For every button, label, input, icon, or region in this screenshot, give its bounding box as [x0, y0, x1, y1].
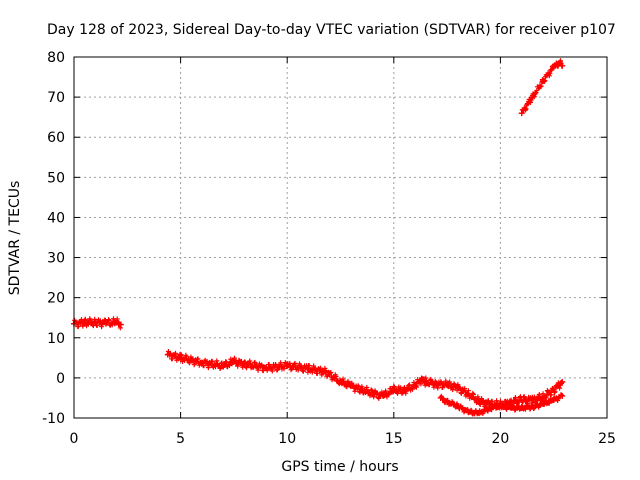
data-point — [348, 382, 355, 389]
data-point — [559, 62, 566, 69]
data-point — [476, 398, 483, 405]
y-tick-label: 50 — [47, 170, 65, 186]
data-point — [241, 360, 248, 367]
y-tick-label: 40 — [47, 210, 65, 226]
data-point — [164, 351, 171, 358]
data-point — [454, 384, 461, 391]
series-track-2 — [164, 349, 566, 411]
data-point — [322, 368, 329, 375]
y-tick-labels: -10 0 10 20 30 40 50 60 70 80 — [42, 50, 65, 427]
y-tick-label: 10 — [47, 331, 65, 347]
data-point — [444, 398, 451, 405]
data-point — [390, 386, 397, 393]
x-tick-labels: 0 5 10 15 20 25 — [70, 431, 616, 447]
data-point — [540, 400, 547, 407]
data-point — [540, 78, 547, 85]
data-point — [230, 358, 237, 365]
chart-title: Day 128 of 2023, Sidereal Day-to-day VTE… — [47, 22, 616, 38]
data-point — [486, 404, 493, 411]
data-point — [465, 408, 472, 415]
data-point — [412, 382, 419, 389]
y-tick-label: 30 — [47, 251, 65, 267]
data-point — [337, 378, 344, 385]
data-point — [437, 394, 444, 401]
series-track-4 — [518, 58, 566, 117]
grid — [74, 57, 607, 418]
data-point — [465, 390, 472, 397]
data-point — [262, 364, 269, 371]
data-point — [518, 396, 525, 403]
data-point — [529, 396, 536, 403]
y-tick-label: -10 — [42, 411, 65, 427]
data-point — [550, 64, 557, 71]
data-point — [198, 359, 205, 366]
data-point — [369, 390, 376, 397]
y-tick-label: 60 — [47, 130, 65, 146]
data-point — [444, 382, 451, 389]
y-tick-label: 80 — [47, 50, 65, 66]
data-point — [454, 402, 461, 409]
data-point — [540, 394, 547, 401]
data-point — [476, 410, 483, 417]
y-axis-label: SDTVAR / TECUs — [7, 181, 23, 296]
data-point — [305, 365, 312, 372]
plot-frame — [73, 56, 608, 419]
x-tick-label: 25 — [598, 431, 616, 447]
data-point — [177, 354, 184, 361]
y-tick-label: 0 — [56, 371, 65, 387]
x-axis-label: GPS time / hours — [281, 459, 398, 475]
data-point — [422, 378, 429, 385]
data-point — [550, 396, 557, 403]
data-point — [529, 403, 536, 410]
data-point — [529, 94, 536, 101]
data-point — [559, 392, 566, 399]
data-point — [81, 319, 88, 326]
data-point — [508, 398, 515, 405]
data-points — [71, 58, 566, 417]
x-tick-label: 0 — [70, 431, 79, 447]
data-point — [358, 386, 365, 393]
data-point — [518, 404, 525, 411]
y-tick-label: 20 — [47, 291, 65, 307]
data-point — [550, 386, 557, 393]
data-point — [433, 380, 440, 387]
data-point — [518, 110, 525, 117]
axis-ticks — [73, 56, 608, 419]
data-point — [284, 362, 291, 369]
data-point — [220, 362, 227, 369]
data-point — [508, 404, 515, 411]
series-markers — [519, 58, 565, 116]
series-markers — [71, 316, 124, 331]
data-point — [113, 319, 120, 326]
data-point — [92, 319, 99, 326]
data-point — [102, 319, 109, 326]
series-track-3 — [437, 392, 566, 417]
x-tick-label: 5 — [176, 431, 185, 447]
y-tick-label: 70 — [47, 90, 65, 106]
data-point — [401, 386, 408, 393]
data-point — [117, 321, 124, 328]
data-point — [418, 376, 425, 383]
series-markers — [165, 349, 565, 411]
data-point — [497, 402, 504, 409]
x-tick-label: 20 — [491, 431, 509, 447]
x-tick-label: 15 — [385, 431, 403, 447]
x-tick-label: 10 — [278, 431, 296, 447]
series-track-1 — [71, 316, 124, 331]
data-point — [559, 378, 566, 385]
data-point — [380, 392, 387, 399]
